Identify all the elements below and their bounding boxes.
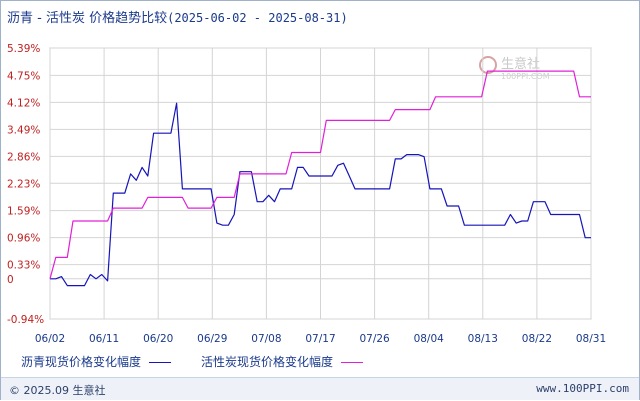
x-tick-label: 07/08 (251, 333, 281, 345)
x-tick-label: 08/13 (468, 333, 498, 345)
x-tick-label: 06/02 (35, 333, 65, 345)
watermark-url: 100PPI.COM (501, 71, 550, 81)
y-axis-ticks: 5.39% 4.75% 4.12% 3.49% 2.86% 2.23% 1.59% 0.96%… (7, 43, 44, 326)
footer-site-link[interactable]: www.100PPI.com (536, 382, 629, 395)
x-tick-label: 08/31 (576, 333, 606, 345)
x-tick-label: 08/22 (522, 333, 552, 345)
x-tick-label: 07/17 (305, 333, 335, 345)
legend-series-2: 活性炭现货价格变化幅度 (201, 353, 364, 370)
legend-label-1: 沥青现货价格变化幅度 (21, 355, 142, 369)
y-tick-label: 2.23% (7, 178, 40, 190)
series-lines (49, 70, 591, 287)
x-tick-label: 08/04 (414, 333, 445, 345)
x-axis-ticks: 06/02 06/11 06/20 06/29 07/08 07/17 07/26 08/04… (35, 333, 606, 345)
footer-bar: © 2025.09 生意社 www.100PPI.com (1, 377, 639, 400)
series-line-2 (49, 70, 591, 279)
x-tick-label: 06/29 (197, 333, 227, 345)
chart-date-range: (2025-06-02 - 2025-08-31) (167, 11, 348, 25)
grid-lines (49, 47, 592, 320)
legend-label-2: 活性炭现货价格变化幅度 (201, 355, 334, 369)
y-tick-label: 5.39% (7, 43, 40, 55)
legend-series-1: 沥青现货价格变化幅度 (21, 353, 172, 370)
y-tick-label: 2.86% (7, 151, 40, 163)
watermark-mark-icon (479, 55, 497, 74)
y-tick-label: 1.59% (7, 206, 40, 218)
footer-copyright: © 2025.09 生意社 (9, 384, 106, 397)
legend-swatch-2 (341, 362, 364, 363)
y-tick-label: 3.49% (7, 124, 40, 136)
x-tick-label: 07/26 (359, 333, 390, 345)
chart-title: 沥青 - 活性炭 价格趋势比较(2025-06-02 - 2025-08-31) (7, 7, 348, 26)
y-tick-label: -0.94% (7, 314, 44, 326)
watermark-logo: 生意社 100PPI.COM (479, 53, 550, 81)
y-tick-label: 0 (7, 274, 14, 286)
legend-swatch-1 (149, 362, 172, 363)
chart-title-text: 沥青 - 活性炭 价格趋势比较 (7, 11, 168, 26)
y-tick-label: 0.33% (7, 260, 40, 272)
y-tick-label: 4.75% (7, 70, 40, 82)
y-tick-label: 4.12% (7, 97, 40, 109)
y-tick-label: 0.96% (7, 233, 40, 245)
x-tick-label: 06/11 (89, 333, 119, 345)
watermark-name: 生意社 (501, 57, 541, 72)
series-line-1 (50, 102, 591, 287)
x-tick-label: 06/20 (143, 333, 173, 345)
